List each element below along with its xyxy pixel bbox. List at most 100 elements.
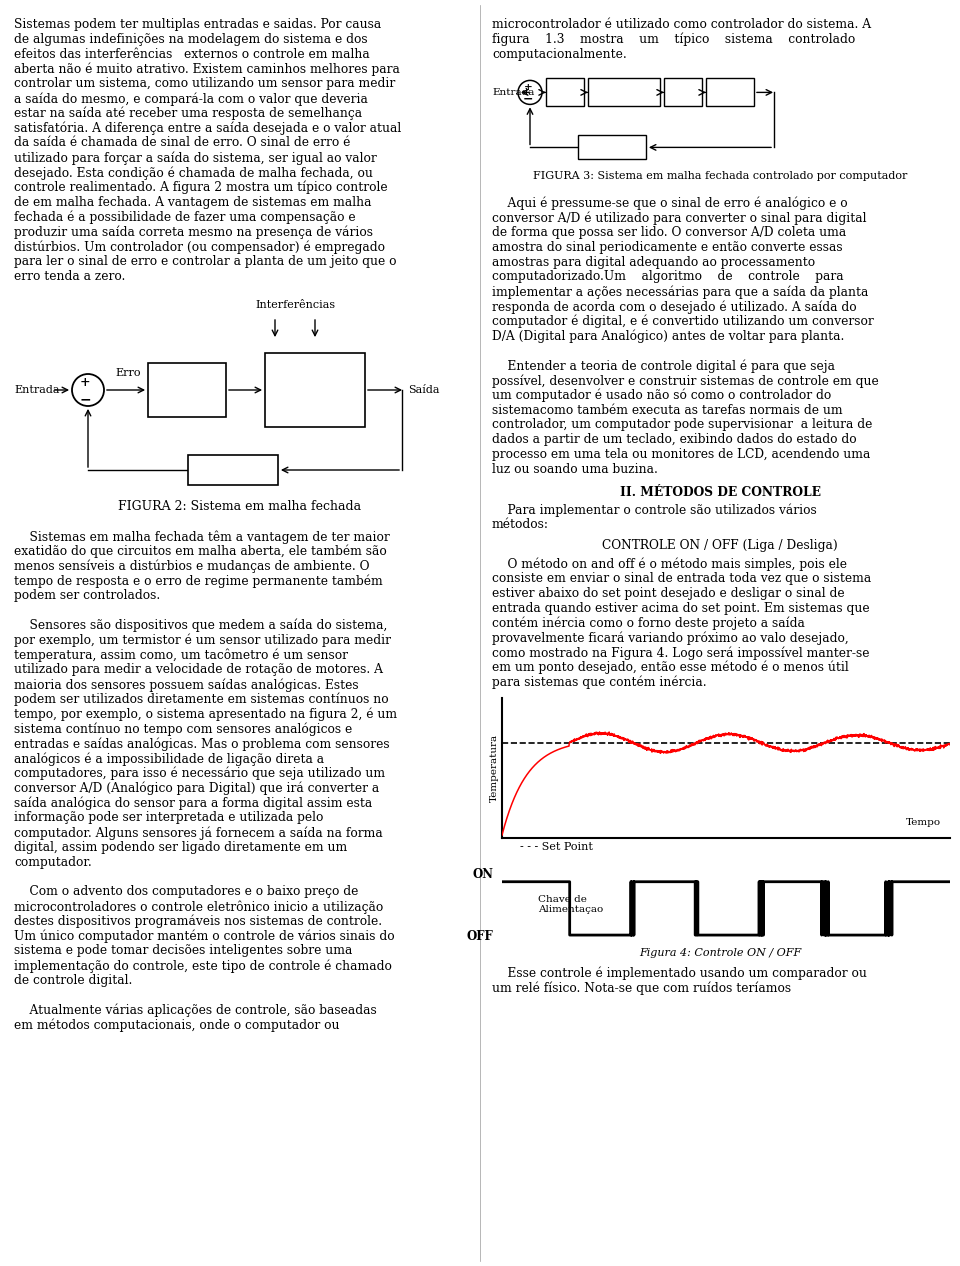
Text: Sensor: Sensor	[593, 143, 631, 152]
Text: possível, desenvolver e construir sistemas de controle em que: possível, desenvolver e construir sistem…	[492, 373, 878, 387]
Text: Sistemas em malha fechada têm a vantagem de ter maior: Sistemas em malha fechada têm a vantagem…	[14, 530, 390, 543]
Text: Figura 4: Controle ON / OFF: Figura 4: Controle ON / OFF	[638, 948, 802, 958]
Bar	[578, 135, 646, 160]
Text: um relé físico. Nota-se que com ruídos teríamos: um relé físico. Nota-se que com ruídos t…	[492, 981, 791, 995]
Text: implementação do controle, este tipo de controle é chamado: implementação do controle, este tipo de …	[14, 960, 392, 972]
Text: Tempo: Tempo	[906, 818, 941, 827]
Text: consiste em enviar o sinal de entrada toda vez que o sistema: consiste em enviar o sinal de entrada to…	[492, 572, 872, 585]
Text: erro tenda a zero.: erro tenda a zero.	[14, 270, 126, 282]
Bar	[664, 78, 702, 106]
Text: FIGURA 2: Sistema em malha fechada: FIGURA 2: Sistema em malha fechada	[118, 500, 362, 513]
Text: tempo, por exemplo, o sistema apresentado na figura 2, é um: tempo, por exemplo, o sistema apresentad…	[14, 708, 397, 722]
Text: exatidão do que circuitos em malha aberta, ele também são: exatidão do que circuitos em malha abert…	[14, 544, 387, 558]
Text: Planta: Planta	[713, 87, 747, 97]
Text: Sistemas podem ter multiplas entradas e saidas. Por causa: Sistemas podem ter multiplas entradas e …	[14, 18, 381, 30]
Text: por exemplo, um termistor é um sensor utilizado para medir: por exemplo, um termistor é um sensor ut…	[14, 633, 391, 647]
Text: Interferências: Interferências	[255, 300, 335, 310]
Text: temperatura, assim como, um tacômetro é um sensor: temperatura, assim como, um tacômetro é …	[14, 648, 348, 662]
Text: sistemacomo também executa as tarefas normais de um: sistemacomo também executa as tarefas no…	[492, 404, 843, 417]
Text: provavelmente ficará variando próximo ao valo desejado,: provavelmente ficará variando próximo ao…	[492, 632, 849, 644]
Text: de algumas indefinições na modelagem do sistema e dos: de algumas indefinições na modelagem do …	[14, 33, 368, 46]
Text: +: +	[523, 82, 533, 92]
Text: luz ou soando uma buzina.: luz ou soando uma buzina.	[492, 463, 658, 476]
Text: Atualmente várias aplicações de controle, são baseadas: Atualmente várias aplicações de controle…	[14, 1004, 376, 1017]
Text: efeitos das interferências   externos o controle em malha: efeitos das interferências externos o co…	[14, 48, 370, 61]
Y-axis label: Temperatura: Temperatura	[491, 734, 499, 803]
Bar	[188, 454, 278, 485]
Text: processo em uma tela ou monitores de LCD, acendendo uma: processo em uma tela ou monitores de LCD…	[492, 448, 871, 461]
Text: de forma que possa ser lido. O conversor A/D coleta uma: de forma que possa ser lido. O conversor…	[492, 227, 847, 239]
Text: Controlador: Controlador	[151, 384, 223, 396]
Text: estar na saída até receber uma resposta de semelhança: estar na saída até receber uma resposta …	[14, 106, 362, 120]
Text: podem ser utilizados diretamente em sistemas contínuos no: podem ser utilizados diretamente em sist…	[14, 693, 389, 706]
Text: computador. Alguns sensores já fornecem a saída na forma: computador. Alguns sensores já fornecem …	[14, 825, 383, 839]
Text: sistema e pode tomar decisões inteligentes sobre uma: sistema e pode tomar decisões inteligent…	[14, 944, 352, 957]
Text: desejado. Esta condição é chamada de malha fechada, ou: desejado. Esta condição é chamada de mal…	[14, 166, 372, 180]
Text: sistema contínuo no tempo com sensores analógicos e: sistema contínuo no tempo com sensores a…	[14, 723, 352, 736]
Text: Sensores são dispositivos que medem a saída do sistema,: Sensores são dispositivos que medem a sa…	[14, 619, 388, 632]
Text: entradas e saídas analógicas. Mas o problema com sensores: entradas e saídas analógicas. Mas o prob…	[14, 737, 390, 751]
Text: Aqui é pressume-se que o sinal de erro é analógico e o: Aqui é pressume-se que o sinal de erro é…	[492, 196, 848, 210]
Text: computadorizado.Um    algoritmo    de    controle    para: computadorizado.Um algoritmo de controle…	[492, 271, 844, 284]
Text: utilizado para medir a velocidade de rotação de motores. A: utilizado para medir a velocidade de rot…	[14, 663, 383, 676]
Text: contém inércia como o forno deste projeto a saída: contém inércia como o forno deste projet…	[492, 617, 804, 630]
Text: Um único computador mantém o controle de vários sinais do: Um único computador mantém o controle de…	[14, 929, 395, 943]
Text: computadores, para isso é necessário que seja utilizado um: computadores, para isso é necessário que…	[14, 767, 385, 780]
Text: amostra do sinal periodicamente e então converte essas: amostra do sinal periodicamente e então …	[492, 241, 843, 253]
Bar	[588, 78, 660, 106]
Text: como mostrado na Figura 4. Logo será impossível manter-se: como mostrado na Figura 4. Logo será imp…	[492, 646, 870, 660]
Text: destes dispositivos programáveis nos sistemas de controle.: destes dispositivos programáveis nos sis…	[14, 915, 382, 928]
Text: Entender a teoria de controle digital é para que seja: Entender a teoria de controle digital é …	[492, 360, 835, 372]
Text: a saída do mesmo, e compará-la com o valor que deveria: a saída do mesmo, e compará-la com o val…	[14, 92, 368, 105]
Text: Saída: Saída	[408, 385, 440, 395]
Bar	[148, 363, 226, 417]
Text: microcontroladores o controle eletrônico inicio a utilização: microcontroladores o controle eletrônico…	[14, 900, 383, 914]
Text: saída analógica do sensor para a forma digital assim esta: saída analógica do sensor para a forma d…	[14, 796, 372, 810]
Text: utilizado para forçar a saída do sistema, ser igual ao valor: utilizado para forçar a saída do sistema…	[14, 151, 376, 165]
Text: digital, assim podendo ser ligado diretamente em um: digital, assim podendo ser ligado direta…	[14, 841, 348, 853]
Bar	[265, 353, 365, 427]
Text: Entrada: Entrada	[492, 87, 535, 97]
Text: maioria dos sensores possuem saídas analógicas. Estes: maioria dos sensores possuem saídas anal…	[14, 679, 359, 691]
Text: Com o advento dos computadores e o baixo preço de: Com o advento dos computadores e o baixo…	[14, 885, 358, 898]
Text: computador.: computador.	[14, 856, 92, 868]
Text: Chave de
Alimentaçao: Chave de Alimentaçao	[538, 895, 603, 914]
Text: Entrada: Entrada	[14, 385, 60, 395]
Text: informação pode ser interpretada e utilizada pelo: informação pode ser interpretada e utili…	[14, 812, 324, 824]
Text: em um ponto desejado, então esse método é o menos útil: em um ponto desejado, então esse método …	[492, 661, 849, 675]
Text: - - - Set Point: - - - Set Point	[520, 842, 593, 852]
Bar	[706, 78, 754, 106]
Text: produzir uma saída correta mesmo na presença de vários: produzir uma saída correta mesmo na pres…	[14, 225, 373, 239]
Text: Planta a ser: Planta a ser	[279, 376, 350, 390]
Text: implementar a ações necessárias para que a saída da planta: implementar a ações necessárias para que…	[492, 285, 869, 299]
Text: −: −	[523, 92, 533, 106]
Text: A/D: A/D	[556, 87, 575, 97]
Text: de controle digital.: de controle digital.	[14, 974, 132, 987]
Text: controlador, um computador pode supervisionar  a leitura de: controlador, um computador pode supervis…	[492, 418, 873, 432]
Text: aberta não é muito atrativo. Existem caminhos melhores para: aberta não é muito atrativo. Existem cam…	[14, 62, 400, 76]
Text: conversor A/D é utilizado para converter o sinal para digital: conversor A/D é utilizado para converter…	[492, 211, 867, 224]
Text: da saída é chamada de sinal de erro. O sinal de erro é: da saída é chamada de sinal de erro. O s…	[14, 137, 350, 149]
Text: controle realimentado. A figura 2 mostra um típico controle: controle realimentado. A figura 2 mostra…	[14, 181, 388, 194]
Text: tempo de resposta e o erro de regime permanente também: tempo de resposta e o erro de regime per…	[14, 575, 383, 587]
Text: menos sensíveis a distúrbios e mudanças de ambiente. O: menos sensíveis a distúrbios e mudanças …	[14, 560, 370, 573]
Text: um computador é usado não só como o controlador do: um computador é usado não só como o cont…	[492, 389, 831, 403]
Text: métodos:: métodos:	[492, 518, 549, 532]
Text: para ler o sinal de erro e controlar a planta de um jeito que o: para ler o sinal de erro e controlar a p…	[14, 254, 396, 268]
Text: ON: ON	[472, 868, 493, 881]
Text: responda de acorda com o desejado é utilizado. A saída do: responda de acorda com o desejado é util…	[492, 300, 856, 314]
Text: Para implementar o controle são utilizados vários: Para implementar o controle são utilizad…	[492, 504, 817, 517]
Text: Sensor: Sensor	[212, 463, 253, 476]
Text: figura    1.3    mostra    um    típico    sistema    controlado: figura 1.3 mostra um típico sistema cont…	[492, 33, 855, 47]
Text: II. MÉTODOS DE CONTROLE: II. MÉTODOS DE CONTROLE	[619, 486, 821, 499]
Text: de em malha fechada. A vantagem de sistemas em malha: de em malha fechada. A vantagem de siste…	[14, 196, 372, 209]
Text: OFF: OFF	[467, 931, 493, 943]
Text: microcontrolador é utilizado como controlador do sistema. A: microcontrolador é utilizado como contro…	[492, 18, 871, 30]
Text: fechada é a possibilidade de fazer uma compensação e: fechada é a possibilidade de fazer uma c…	[14, 210, 355, 224]
Text: FIGURA 3: Sistema em malha fechada controlado por computador: FIGURA 3: Sistema em malha fechada contr…	[533, 171, 907, 181]
Text: +: +	[80, 376, 90, 390]
Text: computacionalmente.: computacionalmente.	[492, 48, 627, 61]
Text: dados a partir de um teclado, exibindo dados do estado do: dados a partir de um teclado, exibindo d…	[492, 433, 856, 446]
Text: amostras para digital adequando ao processamento: amostras para digital adequando ao proce…	[492, 256, 815, 268]
Text: controlada: controlada	[283, 391, 347, 405]
